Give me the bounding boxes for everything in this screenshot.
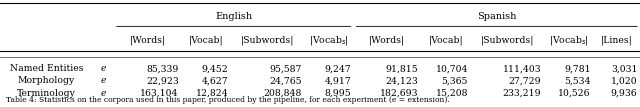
Text: 91,815: 91,815 [386,64,419,73]
Text: 3,031: 3,031 [611,64,637,73]
Text: 8,995: 8,995 [324,89,351,98]
Text: |Subwords|: |Subwords| [241,35,294,45]
Text: |Vocab|: |Vocab| [189,35,223,45]
Text: |Lines|: |Lines| [601,35,632,45]
Text: 182,693: 182,693 [380,89,419,98]
Text: |Vocab$_s$|: |Vocab$_s$| [548,33,588,47]
Text: 208,848: 208,848 [263,89,301,98]
Text: 15,208: 15,208 [435,89,468,98]
Text: 12,824: 12,824 [195,89,228,98]
Text: 9,247: 9,247 [324,64,351,73]
Text: e: e [100,89,106,98]
Text: Terminology: Terminology [17,89,76,98]
Text: 22,923: 22,923 [146,77,179,85]
Text: 9,781: 9,781 [564,64,591,73]
Text: 5,534: 5,534 [564,77,591,85]
Text: 27,729: 27,729 [508,77,541,85]
Text: |Words|: |Words| [129,35,166,45]
Text: 10,704: 10,704 [435,64,468,73]
Text: 24,123: 24,123 [385,77,419,85]
Text: 163,104: 163,104 [140,89,179,98]
Text: |Words|: |Words| [369,35,405,45]
Text: 233,219: 233,219 [502,89,541,98]
Text: Spanish: Spanish [477,12,516,21]
Text: 5,365: 5,365 [442,77,468,85]
Text: e: e [100,77,106,85]
Text: 10,526: 10,526 [558,89,591,98]
Text: English: English [215,12,252,21]
Text: |Vocab|: |Vocab| [428,35,463,45]
Text: Morphology: Morphology [18,77,75,85]
Text: 1,020: 1,020 [611,77,637,85]
Text: |Vocab$_s$|: |Vocab$_s$| [309,33,349,47]
Text: e: e [100,64,106,73]
Text: |Subwords|: |Subwords| [480,35,534,45]
Text: 95,587: 95,587 [269,64,301,73]
Text: 9,936: 9,936 [611,89,637,98]
Text: Table 4: Statistics on the corpora used in this paper, produced by the pipeline,: Table 4: Statistics on the corpora used … [6,96,450,104]
Text: 24,765: 24,765 [269,77,301,85]
Text: 9,452: 9,452 [202,64,228,73]
Text: Named Entities: Named Entities [10,64,83,73]
Text: 111,403: 111,403 [502,64,541,73]
Text: 4,917: 4,917 [324,77,351,85]
Text: 85,339: 85,339 [146,64,179,73]
Text: 4,627: 4,627 [202,77,228,85]
